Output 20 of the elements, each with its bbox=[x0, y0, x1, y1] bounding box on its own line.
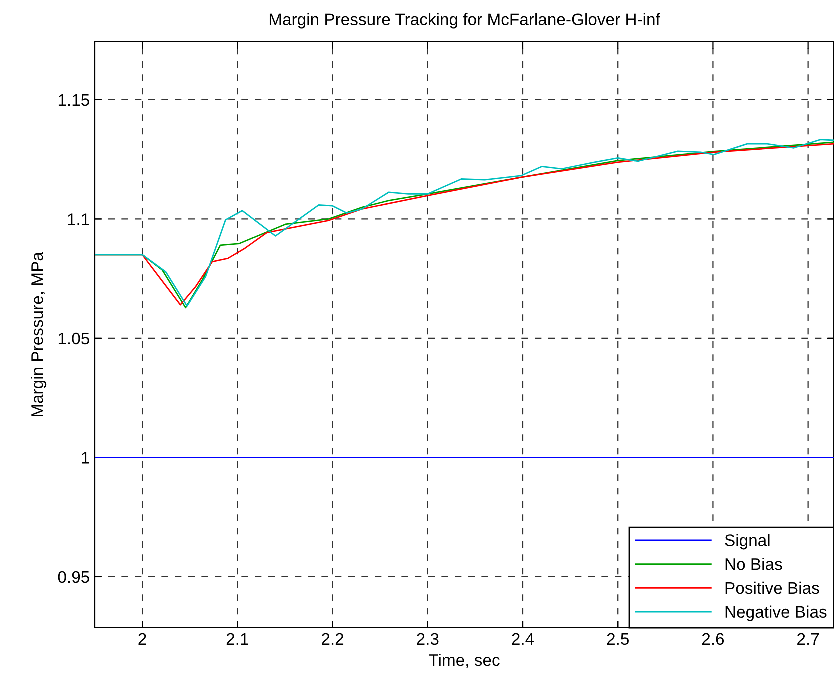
x-tick-label: 2 bbox=[138, 633, 146, 645]
legend-label: No Bias bbox=[726, 558, 782, 570]
x-tick-label: 2.7 bbox=[798, 633, 820, 645]
legend-label: Signal bbox=[725, 534, 770, 550]
x-tick-label: 2.2 bbox=[322, 633, 344, 645]
x-tick-label: 2.5 bbox=[607, 633, 629, 646]
x-tick-label: 2.1 bbox=[226, 633, 248, 645]
legend-label: Positive Bias bbox=[726, 582, 820, 594]
y-tick-label: 1.15 bbox=[58, 94, 90, 106]
legend-label: Negative Bias bbox=[726, 606, 827, 622]
y-axis-title: Margin Pressure, MPa bbox=[31, 252, 47, 417]
y-tick-label: 1 bbox=[82, 452, 90, 464]
y-tick-label: 1.05 bbox=[58, 332, 90, 345]
y-tick-label: 1.1 bbox=[68, 214, 90, 226]
x-tick-label: 2.3 bbox=[417, 633, 439, 646]
x-tick-label: 2.6 bbox=[702, 633, 724, 646]
y-tick-label: 0.95 bbox=[58, 571, 90, 584]
x-tick-label: 2.4 bbox=[512, 633, 534, 645]
x-axis-title: Time, sec bbox=[429, 654, 500, 668]
chart-title: Margin Pressure Tracking for McFarlane-Glover H-inf bbox=[270, 13, 660, 29]
